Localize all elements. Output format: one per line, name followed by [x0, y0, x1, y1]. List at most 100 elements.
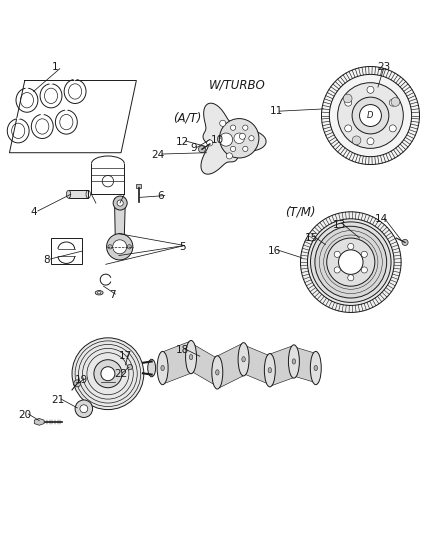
- Circle shape: [337, 83, 403, 148]
- Polygon shape: [267, 346, 295, 385]
- Polygon shape: [114, 199, 125, 243]
- Text: 22: 22: [114, 369, 127, 379]
- Circle shape: [344, 99, 351, 106]
- Text: 21: 21: [51, 395, 64, 405]
- Circle shape: [314, 226, 386, 298]
- Circle shape: [80, 405, 88, 413]
- Circle shape: [344, 125, 351, 132]
- Circle shape: [94, 360, 122, 387]
- Text: 7: 7: [109, 290, 115, 300]
- Circle shape: [219, 118, 258, 158]
- Polygon shape: [34, 418, 44, 425]
- Circle shape: [75, 400, 92, 417]
- Circle shape: [230, 125, 235, 130]
- Text: 1: 1: [52, 62, 59, 72]
- Circle shape: [359, 104, 381, 126]
- Circle shape: [401, 239, 407, 246]
- Text: 18: 18: [175, 345, 188, 354]
- Ellipse shape: [268, 368, 271, 373]
- Ellipse shape: [288, 345, 299, 378]
- Circle shape: [113, 196, 127, 210]
- Ellipse shape: [160, 366, 164, 370]
- Ellipse shape: [157, 351, 168, 385]
- Circle shape: [343, 94, 351, 103]
- Circle shape: [242, 125, 247, 130]
- Text: 17: 17: [119, 351, 132, 361]
- Circle shape: [360, 251, 367, 257]
- Circle shape: [101, 367, 115, 381]
- Ellipse shape: [148, 359, 155, 377]
- Ellipse shape: [291, 359, 295, 364]
- Circle shape: [239, 133, 245, 139]
- Circle shape: [74, 380, 81, 387]
- Circle shape: [233, 133, 244, 143]
- Polygon shape: [201, 103, 265, 174]
- Ellipse shape: [95, 290, 103, 295]
- Circle shape: [230, 146, 235, 151]
- Text: 20: 20: [18, 410, 31, 421]
- Bar: [51, 238, 81, 264]
- Circle shape: [127, 365, 132, 370]
- Polygon shape: [291, 346, 317, 383]
- Polygon shape: [215, 344, 245, 387]
- Ellipse shape: [97, 292, 101, 294]
- Circle shape: [219, 133, 232, 146]
- Text: 24: 24: [151, 150, 165, 160]
- Ellipse shape: [189, 354, 192, 360]
- Circle shape: [366, 138, 373, 145]
- Ellipse shape: [212, 356, 222, 389]
- Ellipse shape: [264, 353, 275, 387]
- Ellipse shape: [66, 190, 71, 198]
- Circle shape: [351, 97, 388, 134]
- Text: 4: 4: [30, 207, 37, 217]
- Circle shape: [307, 219, 393, 305]
- Polygon shape: [160, 342, 193, 383]
- Text: 13: 13: [332, 220, 346, 230]
- Text: 15: 15: [304, 233, 317, 243]
- Text: 5: 5: [179, 242, 185, 252]
- Text: D: D: [367, 111, 373, 120]
- Circle shape: [310, 222, 390, 302]
- Circle shape: [117, 200, 123, 206]
- Circle shape: [72, 338, 144, 409]
- Circle shape: [127, 245, 131, 249]
- Circle shape: [113, 240, 127, 254]
- Text: 19: 19: [75, 375, 88, 385]
- Circle shape: [106, 233, 133, 260]
- Text: 10: 10: [210, 135, 223, 144]
- Circle shape: [321, 67, 419, 165]
- Circle shape: [300, 212, 400, 312]
- Circle shape: [224, 136, 229, 141]
- Text: 23: 23: [376, 62, 389, 72]
- Circle shape: [226, 153, 232, 159]
- Circle shape: [248, 136, 254, 141]
- Polygon shape: [241, 344, 272, 385]
- Polygon shape: [188, 342, 219, 387]
- Text: 12: 12: [175, 137, 188, 147]
- Circle shape: [347, 244, 353, 249]
- Bar: [68, 190, 88, 198]
- Ellipse shape: [310, 351, 321, 385]
- Circle shape: [333, 251, 339, 257]
- Circle shape: [347, 274, 353, 281]
- Text: W/TURBO: W/TURBO: [208, 78, 265, 91]
- Ellipse shape: [215, 370, 219, 375]
- Circle shape: [360, 267, 367, 273]
- Ellipse shape: [185, 341, 196, 374]
- Text: 16: 16: [267, 246, 280, 256]
- Circle shape: [389, 125, 396, 132]
- Ellipse shape: [241, 357, 245, 362]
- Circle shape: [390, 98, 399, 106]
- Text: 14: 14: [374, 214, 387, 224]
- Bar: [136, 184, 141, 188]
- Circle shape: [242, 146, 247, 151]
- Ellipse shape: [313, 366, 317, 370]
- Text: 11: 11: [269, 106, 283, 116]
- Circle shape: [389, 99, 396, 106]
- Circle shape: [300, 212, 400, 312]
- Circle shape: [351, 136, 360, 144]
- Circle shape: [333, 267, 339, 273]
- Circle shape: [219, 120, 225, 126]
- Circle shape: [366, 86, 373, 93]
- Text: 9: 9: [190, 143, 196, 154]
